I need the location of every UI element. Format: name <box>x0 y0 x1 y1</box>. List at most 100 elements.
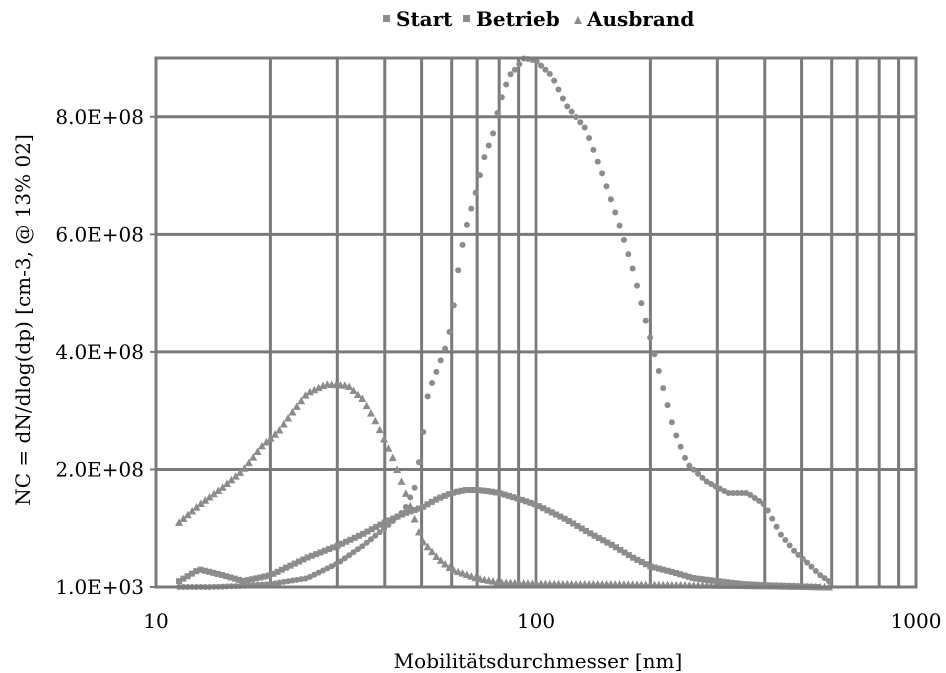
data-point <box>214 570 221 577</box>
data-point <box>437 494 444 501</box>
data-point <box>647 563 654 570</box>
data-point <box>702 576 709 583</box>
data-point <box>390 515 397 522</box>
data-point <box>754 581 761 588</box>
data-point <box>333 561 340 568</box>
data-point <box>591 532 598 539</box>
y-tick-label: 8.0E+08 <box>55 105 144 129</box>
data-point <box>510 494 517 501</box>
data-point <box>428 498 435 505</box>
data-point <box>236 468 245 476</box>
data-point <box>205 493 214 501</box>
data-point <box>698 576 705 583</box>
data-point <box>561 515 568 522</box>
data-point <box>414 528 423 536</box>
data-point <box>249 453 258 461</box>
data-point <box>668 568 675 575</box>
data-point <box>325 546 332 553</box>
data-point <box>446 328 453 335</box>
data-point <box>308 552 315 559</box>
y-axis-label: NC = dN/dlog(dp) [cm-3, @ 13% 02] <box>11 134 35 506</box>
data-point <box>568 108 575 115</box>
data-point <box>445 563 454 572</box>
data-point <box>481 154 488 161</box>
data-point <box>728 579 735 586</box>
data-point <box>501 491 508 498</box>
data-point <box>518 496 525 503</box>
data-point <box>450 302 457 309</box>
data-point <box>424 393 431 400</box>
data-point <box>485 142 492 149</box>
data-point <box>362 401 371 410</box>
data-point <box>206 568 213 575</box>
data-point <box>660 566 667 573</box>
data-point <box>651 351 658 358</box>
data-point <box>475 487 482 494</box>
data-point <box>773 523 780 530</box>
data-point <box>210 569 217 576</box>
data-point <box>603 183 610 190</box>
data-point <box>572 113 579 120</box>
data-point <box>531 501 538 508</box>
data-point <box>354 546 361 553</box>
data-point <box>394 513 401 520</box>
data-point <box>231 472 240 480</box>
data-point <box>472 189 479 196</box>
data-point <box>337 558 344 565</box>
data-point <box>664 567 671 574</box>
data-point <box>647 334 654 341</box>
data-point <box>368 526 375 533</box>
data-point <box>724 579 731 586</box>
data-point <box>340 381 349 389</box>
data-point <box>415 505 422 512</box>
data-point <box>471 487 478 494</box>
data-point <box>769 515 776 522</box>
data-point <box>188 506 197 515</box>
data-point <box>455 267 462 274</box>
data-point <box>544 507 551 514</box>
data-point <box>607 196 614 203</box>
data-point <box>283 564 290 571</box>
data-point <box>616 222 623 229</box>
data-point <box>764 507 771 514</box>
data-point <box>686 462 693 469</box>
data-point <box>638 559 645 566</box>
data-point <box>548 509 555 516</box>
data-point <box>183 510 192 519</box>
data-point <box>762 582 769 589</box>
data-point <box>301 391 310 399</box>
data-point <box>284 414 293 422</box>
plot-frame <box>154 56 918 589</box>
data-point <box>350 549 357 556</box>
y-tick-label: 1.0E+03 <box>55 575 144 599</box>
legend-marker-start <box>383 15 390 22</box>
data-point <box>279 419 288 428</box>
data-point <box>507 71 514 78</box>
data-point <box>594 158 601 165</box>
data-point <box>621 549 628 556</box>
data-point <box>734 489 741 496</box>
data-point <box>372 532 379 539</box>
data-point <box>313 551 320 558</box>
data-point <box>314 383 323 392</box>
data-point <box>287 562 294 569</box>
data-point <box>527 499 534 506</box>
data-point <box>296 558 303 565</box>
data-point <box>376 529 383 536</box>
data-point <box>587 530 594 537</box>
legend-label-ausbrand: Ausbrand <box>586 7 694 31</box>
data-point <box>261 573 268 580</box>
data-point <box>411 484 418 491</box>
legend-label-betrieb: Betrieb <box>476 7 560 31</box>
data-point <box>463 487 470 494</box>
data-point <box>737 580 744 587</box>
data-point <box>681 454 688 461</box>
data-point <box>625 251 632 258</box>
data-point <box>304 554 311 561</box>
data-point <box>192 503 201 511</box>
data-point <box>345 382 354 390</box>
data-point <box>458 487 465 494</box>
data-point <box>551 77 558 84</box>
data-point <box>600 537 607 544</box>
